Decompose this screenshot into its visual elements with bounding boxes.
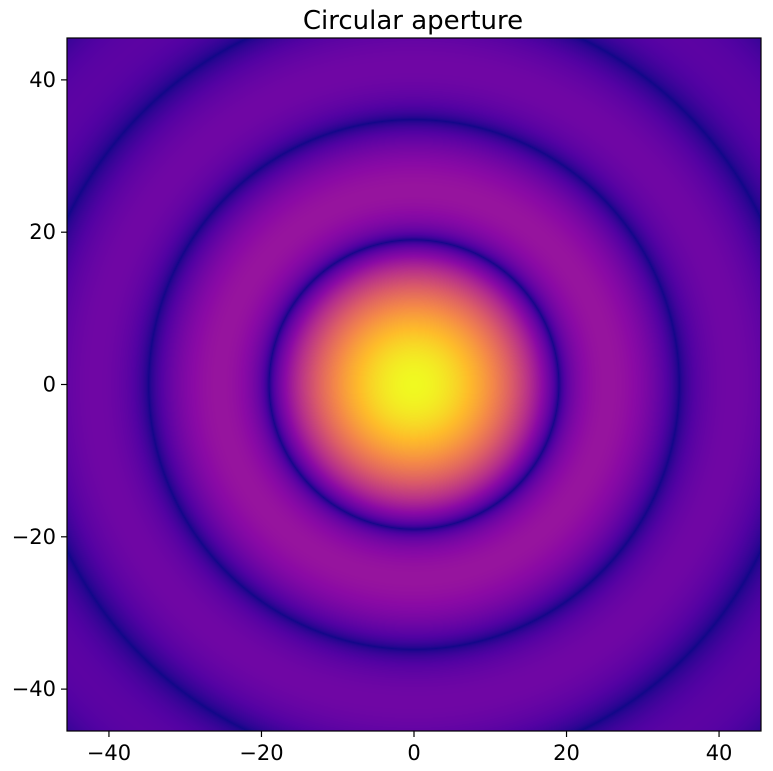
y-tick-label: −40 [12,677,56,701]
y-tick-label: −20 [12,525,56,549]
x-tick-label: −40 [87,741,131,765]
chart-title: Circular aperture [303,6,523,36]
axes-frame [66,37,762,732]
y-tick-label: 40 [29,68,56,92]
x-axis: −40 −20 0 20 40 [87,731,733,765]
x-tick-label: 40 [706,741,733,765]
x-tick-label: 0 [407,741,420,765]
heatmap-image [67,38,761,731]
y-axis: 40 20 0 −20 −40 [12,68,67,701]
y-tick-label: 20 [29,220,56,244]
x-tick-label: 20 [553,741,580,765]
x-tick-label: −20 [239,741,283,765]
y-tick-label: 0 [43,373,56,397]
